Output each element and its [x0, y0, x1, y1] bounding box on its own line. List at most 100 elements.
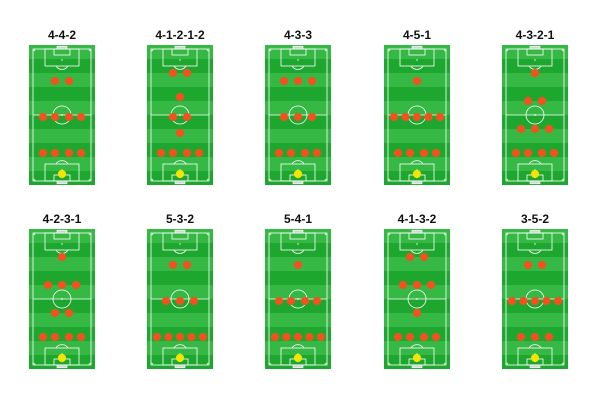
player-dot [50, 76, 60, 86]
player-dot [182, 148, 192, 158]
pitch-stripe [502, 129, 568, 144]
football-pitch [502, 229, 568, 369]
pitch-stripe [502, 45, 568, 60]
player-dot [419, 332, 429, 342]
player-dot [76, 148, 86, 158]
player-dot [426, 280, 436, 290]
football-pitch [29, 229, 95, 369]
pitch-stripe [502, 115, 568, 130]
player-dot [511, 148, 521, 158]
player-dot [168, 260, 178, 270]
player-dot [549, 148, 559, 158]
player-dot [175, 92, 185, 102]
player-dot [282, 332, 291, 342]
goal-top [174, 229, 186, 234]
formation-label: 5-4-1 [283, 212, 312, 226]
player-dot [312, 148, 322, 158]
player-dot [389, 112, 399, 122]
football-pitch [502, 45, 568, 185]
formation-label: 4-4-2 [47, 28, 76, 42]
goal-top [292, 229, 304, 234]
pitch-stripe [147, 101, 213, 116]
pitch-stripe [29, 327, 95, 342]
goalkeeper-dot [293, 353, 303, 363]
goalkeeper-dot [412, 353, 422, 363]
player-dot [50, 308, 60, 318]
football-pitch [265, 229, 331, 369]
player-dot [523, 260, 533, 270]
pitch-stripe [384, 45, 450, 60]
player-dot [519, 296, 528, 306]
player-dot [516, 332, 526, 342]
player-dot [50, 148, 60, 158]
pitch-stripe [265, 271, 331, 286]
player-dot [64, 148, 74, 158]
goal-bottom [292, 180, 304, 185]
player-dot [43, 280, 53, 290]
goal-bottom [56, 180, 68, 185]
formation-label: 4-5-1 [402, 28, 431, 42]
player-dot [312, 296, 322, 306]
player-dot [530, 332, 540, 342]
player-dot [182, 112, 192, 122]
pitch-stripe [502, 271, 568, 286]
goal-top [529, 229, 541, 234]
player-dot [424, 112, 433, 122]
player-dot [76, 332, 86, 342]
formation-label: 4-3-3 [283, 28, 312, 42]
player-dot [57, 252, 67, 262]
player-dot [537, 148, 547, 158]
pitch-stripe [384, 115, 450, 130]
player-dot [516, 124, 526, 134]
player-dot [274, 296, 284, 306]
player-dot [553, 296, 563, 306]
pitch-stripe [265, 101, 331, 116]
player-dot [305, 332, 314, 342]
football-pitch [384, 45, 450, 185]
player-dot [168, 112, 178, 122]
player-dot [194, 148, 204, 158]
pitch-stripe [265, 299, 331, 314]
pitch-stripe [384, 285, 450, 300]
pitch-stripe [384, 229, 450, 244]
pitch-stripe [502, 143, 568, 158]
player-dot [152, 332, 162, 342]
player-dot [164, 332, 173, 342]
formation-label: 3-5-2 [520, 212, 549, 226]
pitch-stripe [29, 115, 95, 130]
pitch-stripe [147, 313, 213, 328]
goalkeeper-dot [530, 353, 540, 363]
pitch-stripe [265, 285, 331, 300]
goal-bottom [174, 180, 186, 185]
goalkeeper-dot [412, 169, 422, 179]
player-dot [307, 76, 317, 86]
pitch-stripe [147, 143, 213, 158]
player-dot [307, 112, 317, 122]
player-dot [412, 112, 422, 122]
player-dot [431, 148, 441, 158]
pitch-stripe [29, 129, 95, 144]
pitch-stripe [29, 299, 95, 314]
player-dot [168, 68, 178, 78]
pitch-stripe [29, 229, 95, 244]
goal-bottom [292, 364, 304, 369]
player-dot [286, 148, 296, 158]
goalkeeper-dot [175, 353, 185, 363]
player-dot [507, 296, 517, 306]
pitch-stripe [29, 73, 95, 88]
pitch-stripe [265, 229, 331, 244]
pitch-stripe [502, 299, 568, 314]
player-dot [530, 68, 540, 78]
player-dot [393, 148, 403, 158]
player-dot [300, 148, 310, 158]
formation-label: 4-3-2-1 [515, 28, 555, 42]
football-pitch [147, 45, 213, 185]
player-dot [187, 332, 196, 342]
pitch-stripe [147, 257, 213, 272]
player-dot [316, 332, 326, 342]
player-dot [279, 112, 289, 122]
player-dot [57, 280, 67, 290]
player-dot [175, 332, 185, 342]
goalkeeper-dot [57, 169, 67, 179]
player-dot [530, 296, 540, 306]
